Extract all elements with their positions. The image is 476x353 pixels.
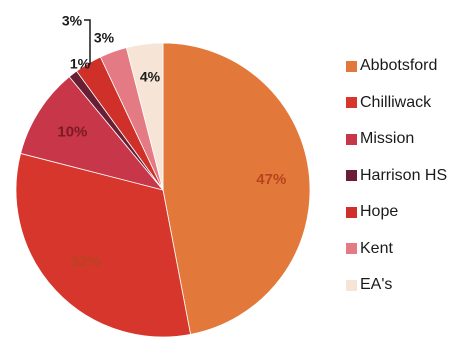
legend-swatch	[346, 60, 357, 72]
legend-item-mission: Mission	[346, 121, 447, 158]
value-label-kent: 3%	[94, 30, 115, 46]
pie-slice-abbotsford	[162, 42, 311, 335]
value-label-hope: 3%	[62, 13, 83, 29]
pie-slice-chilliwack	[15, 152, 192, 338]
legend-swatch	[346, 243, 357, 255]
legend-item-abbotsford: Abbotsford	[346, 48, 447, 85]
value-label-harrison-hs: 1%	[70, 56, 91, 72]
legend-swatch	[346, 279, 357, 291]
legend-item-ea-s: EA's	[346, 267, 447, 304]
pie-slices	[15, 42, 311, 338]
legend-label: Abbotsford	[360, 57, 438, 75]
legend-label: Harrison HS	[360, 166, 448, 184]
legend-label: Mission	[360, 130, 415, 148]
value-label-abbotsford: 47%	[256, 171, 286, 188]
legend-label: Kent	[360, 239, 393, 257]
pie-slice-mission	[20, 76, 165, 191]
legend-item-hope: Hope	[346, 194, 447, 231]
legend-label: EA's	[360, 276, 393, 294]
value-label-mission: 10%	[57, 123, 87, 140]
legend-swatch	[346, 97, 357, 109]
pie-slice-ea-s	[125, 42, 164, 191]
legend-swatch	[346, 133, 357, 145]
value-label-ea-s: 4%	[140, 69, 161, 85]
chart-legend: Abbotsford Chilliwack Mission Harrison HS Ho…	[346, 48, 447, 304]
legend-item-chilliwack: Chilliwack	[346, 85, 447, 122]
legend-swatch	[346, 170, 357, 182]
legend-swatch	[346, 206, 357, 218]
leader-line-hope	[84, 19, 91, 66]
legend-label: Hope	[360, 203, 399, 221]
legend-label: Chilliwack	[360, 93, 432, 111]
value-label-chilliwack: 32%	[71, 253, 101, 270]
legend-item-kent: Kent	[346, 231, 447, 268]
legend-item-harrison-hs: Harrison HS	[346, 158, 447, 195]
pie-value-labels: 47%32%10%1%3%3%4%	[57, 13, 286, 271]
